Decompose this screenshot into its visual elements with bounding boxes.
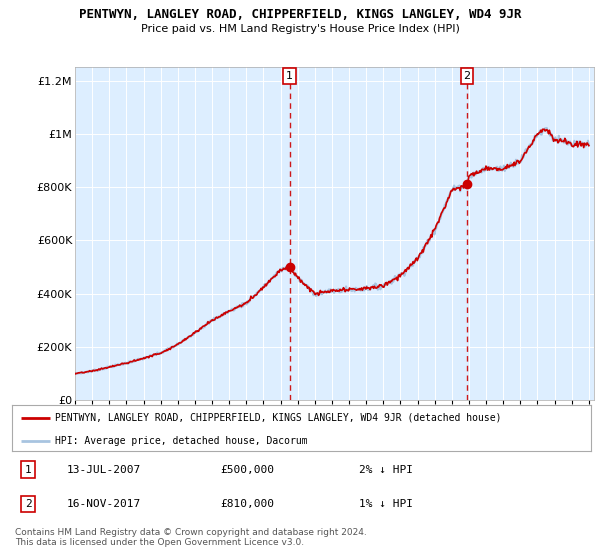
Text: £810,000: £810,000 <box>220 499 274 509</box>
Text: 13-JUL-2007: 13-JUL-2007 <box>67 465 141 475</box>
Text: 2: 2 <box>463 71 470 81</box>
Text: PENTWYN, LANGLEY ROAD, CHIPPERFIELD, KINGS LANGLEY, WD4 9JR: PENTWYN, LANGLEY ROAD, CHIPPERFIELD, KIN… <box>79 8 521 21</box>
Text: 2% ↓ HPI: 2% ↓ HPI <box>359 465 413 475</box>
Text: 1% ↓ HPI: 1% ↓ HPI <box>359 499 413 509</box>
Text: PENTWYN, LANGLEY ROAD, CHIPPERFIELD, KINGS LANGLEY, WD4 9JR (detached house): PENTWYN, LANGLEY ROAD, CHIPPERFIELD, KIN… <box>55 413 502 423</box>
Text: 16-NOV-2017: 16-NOV-2017 <box>67 499 141 509</box>
Text: Price paid vs. HM Land Registry's House Price Index (HPI): Price paid vs. HM Land Registry's House … <box>140 24 460 34</box>
Text: 1: 1 <box>25 465 31 475</box>
Text: Contains HM Land Registry data © Crown copyright and database right 2024.
This d: Contains HM Land Registry data © Crown c… <box>15 528 367 547</box>
Text: 1: 1 <box>286 71 293 81</box>
Text: £500,000: £500,000 <box>220 465 274 475</box>
Text: 2: 2 <box>25 499 31 509</box>
Text: HPI: Average price, detached house, Dacorum: HPI: Average price, detached house, Daco… <box>55 436 308 446</box>
